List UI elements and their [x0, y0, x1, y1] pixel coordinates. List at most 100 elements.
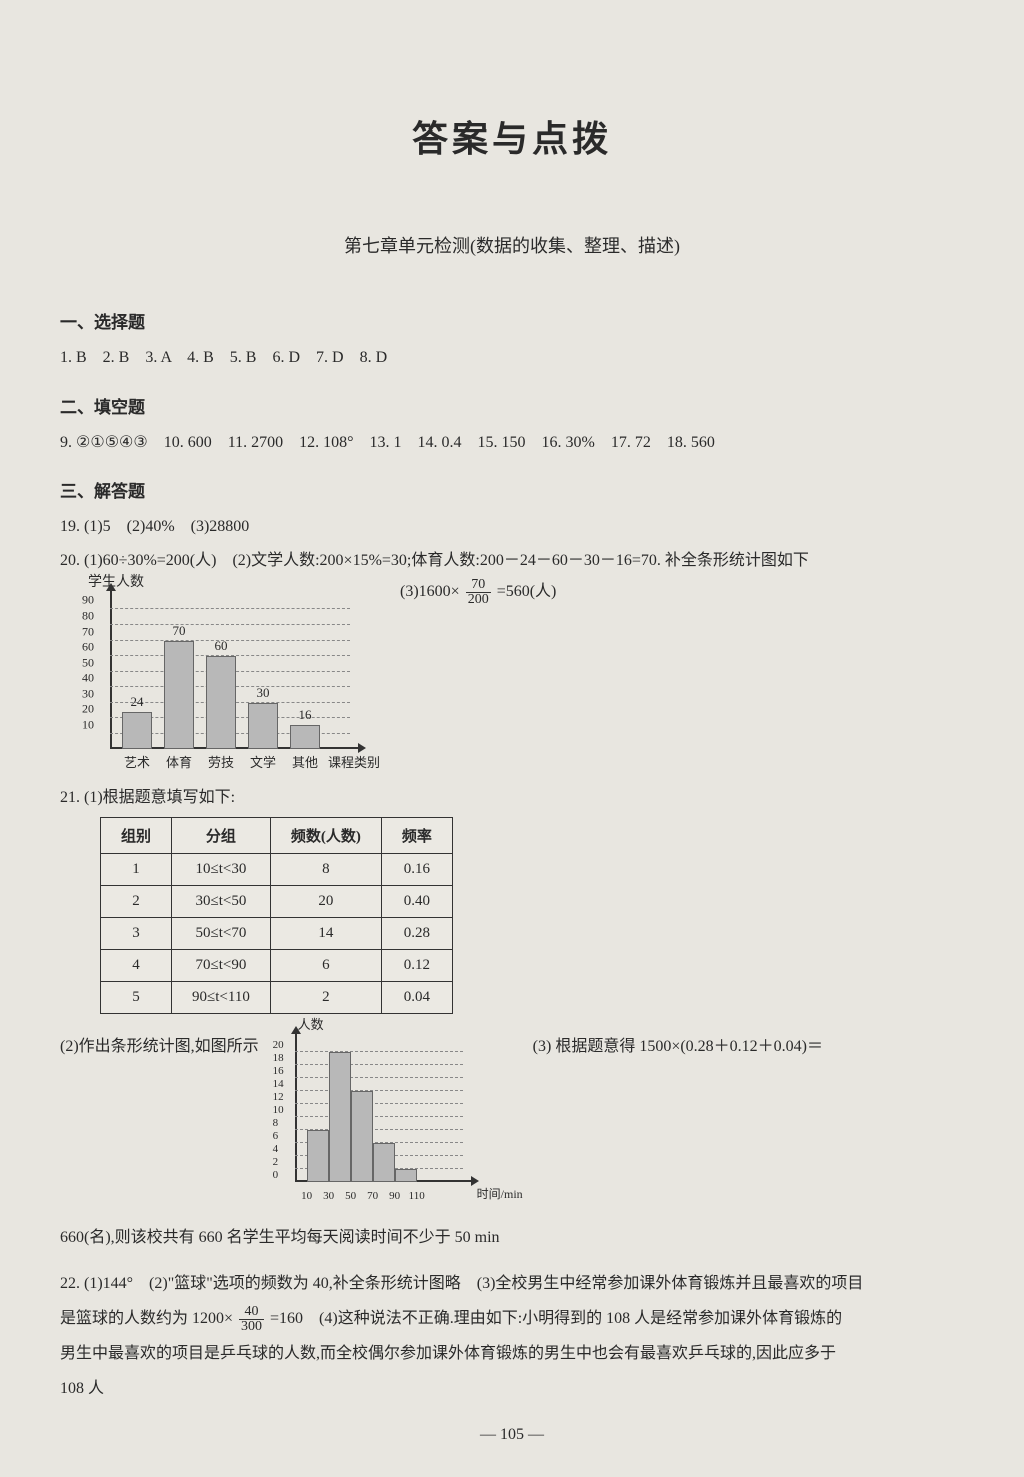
- chart2-ytick: 20: [273, 1039, 284, 1051]
- chart2-ytick: 18: [273, 1052, 284, 1064]
- chart2-bar: [329, 1052, 351, 1182]
- section2-header: 二、填空题: [60, 393, 964, 418]
- table-cell: 70≤t<90: [172, 950, 271, 982]
- q22-frac-d: 300: [239, 1320, 264, 1334]
- q22-p1a: 22. (1)144° (2)"篮球"选项的频数为 40,补全条形统计图略 (3…: [60, 1275, 863, 1292]
- chart1-bar-label: 16: [299, 707, 312, 723]
- chart1-ytick: 80: [82, 608, 94, 623]
- q20-side: (3)1600× 70 200 =560(人): [400, 577, 556, 607]
- table-cell: 3: [101, 918, 172, 950]
- q22-p3: 108 人: [60, 1371, 964, 1406]
- table-header: 频数(人数): [270, 818, 381, 854]
- chart1-ylabel: 学生人数: [88, 571, 144, 591]
- q20-frac: 70 200: [466, 578, 491, 607]
- freq-table: 组别分组频数(人数)频率110≤t<3080.16230≤t<50200.403…: [100, 817, 453, 1014]
- chart1-bar: [164, 641, 194, 750]
- q22-p1b: 是篮球的人数约为 1200×: [60, 1310, 233, 1327]
- chart1-arrow-y-icon: [106, 583, 116, 591]
- q20-frac-d: 200: [466, 593, 491, 607]
- chart2-gridline: [295, 1077, 463, 1078]
- chart2-ytick: 16: [273, 1065, 284, 1077]
- table-row: 230≤t<50200.40: [101, 886, 453, 918]
- para-660: 660(名),则该校共有 660 名学生平均每天阅读时间不少于 50 min: [60, 1220, 964, 1255]
- q21-part2: (2)作出条形统计图,如图所示: [60, 1032, 259, 1056]
- table-cell: 2: [270, 982, 381, 1014]
- q21-part2-wrap: (2)作出条形统计图,如图所示 人数 时间/min 02468101214161…: [60, 1032, 964, 1202]
- chart2-xlabel: 10: [301, 1190, 312, 1202]
- chart1-gridline: [110, 608, 350, 609]
- chart1-ytick: 30: [82, 686, 94, 701]
- q22-p1c: =160 (4)这种说法不正确.理由如下:小明得到的 108 人是经常参加课外体…: [270, 1310, 842, 1327]
- q20-frac-n: 70: [466, 578, 491, 593]
- chart1-xlabel: 其他: [292, 752, 318, 771]
- chart2-ytick: 10: [273, 1104, 284, 1116]
- table-cell: 4: [101, 950, 172, 982]
- q20-side-a: (3)1600×: [400, 583, 460, 600]
- table-row: 470≤t<9060.12: [101, 950, 453, 982]
- chart1-xlabel: 文学: [250, 752, 276, 771]
- subtitle: 第七章单元检测(数据的收集、整理、描述): [60, 232, 964, 258]
- table-cell: 6: [270, 950, 381, 982]
- chart2-ytick: 0: [273, 1169, 279, 1181]
- chart1-ytick: 60: [82, 640, 94, 655]
- chart2-yaxis: [295, 1032, 297, 1182]
- table-cell: 0.16: [381, 854, 452, 886]
- chart2-ytick: 6: [273, 1130, 279, 1142]
- chart2-xlabel: 50: [345, 1190, 356, 1202]
- chart2-bar: [373, 1143, 395, 1182]
- table-cell: 90≤t<110: [172, 982, 271, 1014]
- section1-header: 一、选择题: [60, 308, 964, 333]
- chart2-bar: [395, 1169, 417, 1182]
- chart1-bar-label: 30: [257, 685, 270, 701]
- chart2-ytick: 14: [273, 1078, 284, 1090]
- table-header: 组别: [101, 818, 172, 854]
- chart1-ytick: 20: [82, 702, 94, 717]
- table-cell: 20: [270, 886, 381, 918]
- chart2-gridline: [295, 1103, 463, 1104]
- table-cell: 8: [270, 854, 381, 886]
- table-row: 110≤t<3080.16: [101, 854, 453, 886]
- chart2-xlabel: 70: [367, 1190, 378, 1202]
- section3-header: 三、解答题: [60, 477, 964, 502]
- table-cell: 50≤t<70: [172, 918, 271, 950]
- table-cell: 1: [101, 854, 172, 886]
- chart1-ytick: 10: [82, 717, 94, 732]
- q21-part3: (3) 根据题意得 1500×(0.28＋0.12＋0.04)＝: [533, 1032, 823, 1056]
- table-header: 频率: [381, 818, 452, 854]
- chart1-ytick: 50: [82, 655, 94, 670]
- chart1-bar-label: 24: [131, 694, 144, 710]
- main-title: 答案与点拨: [60, 110, 964, 162]
- chart2-gridline: [295, 1116, 463, 1117]
- table-header: 分组: [172, 818, 271, 854]
- chart1-bar: [248, 703, 278, 750]
- q22-frac-n: 40: [239, 1305, 264, 1320]
- q22-frac: 40 300: [239, 1305, 264, 1334]
- chart2-xlabel: 30: [323, 1190, 334, 1202]
- table-row: 350≤t<70140.28: [101, 918, 453, 950]
- chart1-bar-label: 60: [215, 638, 228, 654]
- chart2-gridline: [295, 1090, 463, 1091]
- q19: 19. (1)5 (2)40% (3)28800: [60, 514, 964, 540]
- table-cell: 0.04: [381, 982, 452, 1014]
- chart2-ytick: 4: [273, 1143, 279, 1155]
- q20-line: 20. (1)60÷30%=200(人) (2)文学人数:200×15%=30;…: [60, 548, 964, 574]
- chart2-bar: [307, 1130, 329, 1182]
- chart1-ytick: 70: [82, 624, 94, 639]
- table-row: 590≤t<11020.04: [101, 982, 453, 1014]
- chart1-xlabel: 体育: [166, 752, 192, 771]
- chart1-ytick: 90: [82, 593, 94, 608]
- chart2-ytick: 2: [273, 1156, 279, 1168]
- q21-intro: 21. (1)根据题意填写如下:: [60, 783, 964, 807]
- chart2-xlabel: 90: [389, 1190, 400, 1202]
- chart1-xlabel: 艺术: [124, 752, 150, 771]
- chart1: 学生人数 课程类别 10203040506070809024艺术70体育60劳技…: [60, 589, 360, 769]
- chart2-xaxis-label: 时间/min: [477, 1185, 523, 1202]
- chart2: 人数 时间/min 024681012141618201030507090110: [263, 1032, 473, 1202]
- chart1-yaxis: [110, 589, 112, 749]
- table-cell: 0.12: [381, 950, 452, 982]
- section1-answers: 1. B 2. B 3. A 4. B 5. B 6. D 7. D 8. D: [60, 345, 964, 371]
- q20-side-b: =560(人): [497, 583, 557, 600]
- chart2-ytick: 8: [273, 1117, 279, 1129]
- chart1-bar: [290, 725, 320, 750]
- q22-p2: 男生中最喜欢的项目是乒乓球的人数,而全校偶尔参加课外体育锻炼的男生中也会有最喜欢…: [60, 1336, 964, 1371]
